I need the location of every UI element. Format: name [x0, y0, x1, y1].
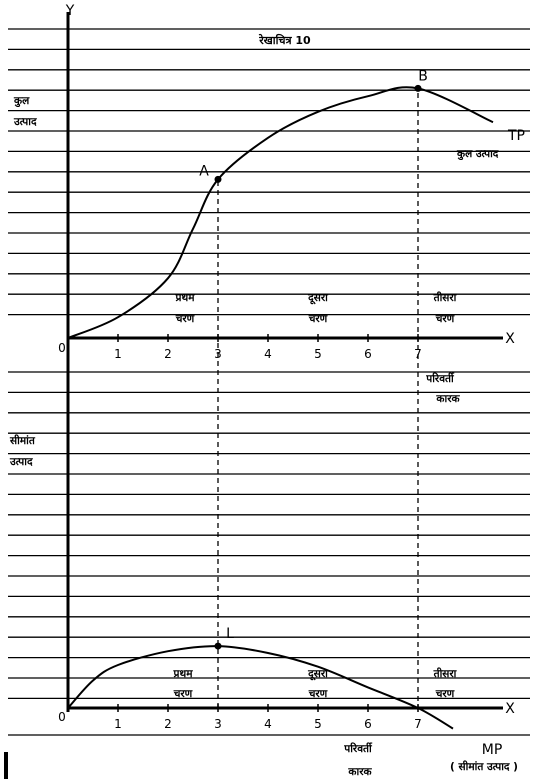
tp-stage-label: चरण — [308, 313, 328, 325]
tp-stage-label: दूसरा — [307, 292, 329, 305]
y-axis-letter: Y — [65, 3, 75, 19]
mp-x-tick-label: 1 — [114, 717, 122, 731]
tp-y-label-line2: उत्पाद — [13, 116, 37, 128]
mp-stage-label: प्रथम — [173, 668, 194, 680]
tp-x-tick-label: 5 — [314, 347, 322, 361]
mp-y-label-line1: सीमांत — [9, 434, 36, 447]
page-edge-mark — [4, 752, 8, 779]
tp-x-tick-label: 7 — [414, 347, 422, 361]
mp-x-tick-label: 6 — [364, 717, 372, 731]
tp-curve — [67, 86, 494, 339]
mp-stage-label: दूसरा — [307, 668, 329, 681]
tp-origin-label: 0 — [58, 341, 66, 355]
mp-x-label-line1: परिवर्ती — [343, 742, 373, 755]
tp-point-b — [414, 84, 422, 92]
mp-x-tick-label: 2 — [164, 717, 172, 731]
mp-stage-label: चरण — [435, 688, 455, 700]
mp-point-l — [214, 642, 222, 650]
tp-point-label-b: B — [418, 68, 428, 84]
mp-y-label-line2: उत्पाद — [9, 456, 33, 468]
mp-origin-label: 0 — [58, 710, 66, 724]
tp-x-label-line2: कारक — [435, 393, 460, 405]
tp-x-tick-label: 2 — [164, 347, 172, 361]
tp-x-tick-label: 3 — [214, 347, 222, 361]
tp-x-label-line1: परिवर्ती — [425, 372, 455, 385]
tp-series-name: TP — [507, 128, 525, 144]
tp-series-legend: कुल उत्पाद — [456, 148, 499, 161]
tp-stage-label: चरण — [175, 313, 195, 325]
static-layer — [66, 12, 503, 712]
mp-x-tick-label: 3 — [214, 717, 222, 731]
mp-series-legend: ( सीमांत उत्पाद ) — [450, 760, 518, 773]
tp-x-tick-label: 6 — [364, 347, 372, 361]
mp-x-tick-label: 4 — [264, 717, 272, 731]
dynamic-layer: 1 2 3 4 5 6 7 A B प्रथम चरण दूसरा चरण तीसरा चरण 1 2 3 4 5 6 7… — [4, 68, 494, 779]
mp-curve — [67, 645, 454, 730]
tp-stage-label: तीसरा — [433, 291, 458, 304]
mp-stage-label: तीसरा — [433, 667, 458, 680]
ruled-lines — [8, 28, 530, 736]
mp-point-label-l: L — [226, 626, 234, 642]
mp-x-label-line2: कारक — [347, 766, 372, 778]
tp-x-tick-label: 4 — [264, 347, 272, 361]
mp-series-name: MP — [482, 742, 503, 758]
tp-x-tick-label: 1 — [114, 347, 122, 361]
chart-title: रेखाचित्र 10 — [258, 33, 311, 47]
mp-stage-label: चरण — [173, 688, 193, 700]
tp-stage-label: प्रथम — [175, 292, 196, 304]
mp-x-tick-label: 7 — [414, 717, 422, 731]
tp-y-label-line1: कुल — [13, 95, 30, 108]
tp-point-label-a: A — [199, 163, 209, 179]
tp-point-a — [214, 175, 222, 183]
mp-stage-label: चरण — [308, 688, 328, 700]
tp-stage-label: चरण — [435, 313, 455, 325]
mp-x-tick-label: 5 — [314, 717, 322, 731]
mp-x-axis-letter: X — [505, 701, 515, 717]
tp-x-axis-letter: X — [505, 331, 515, 347]
